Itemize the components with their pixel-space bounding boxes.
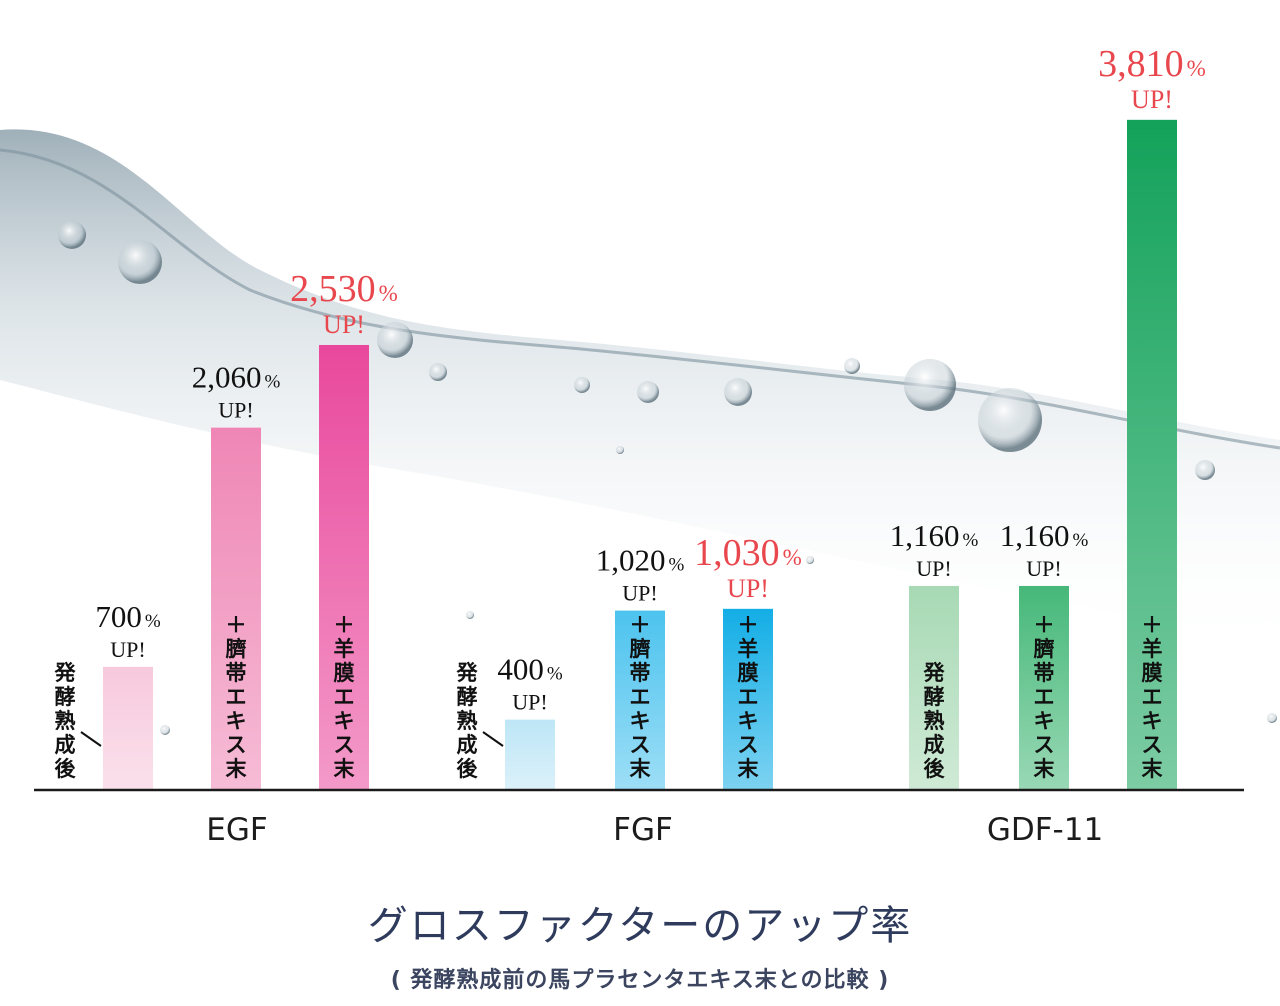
series-label: 発酵熟成後 xyxy=(456,661,479,781)
bar xyxy=(211,427,261,790)
bars-layer: 発酵熟成後 700 % UP! ＋臍帯エキス末 2,060 % UP! ＋羊膜エキス末 2,530… xyxy=(54,43,1206,791)
value-label: 1,160% xyxy=(890,518,979,553)
value-label: 1,020% xyxy=(596,543,685,578)
bar xyxy=(909,585,959,790)
value-label: 2,530% xyxy=(290,268,398,310)
value-label: 400% xyxy=(497,652,563,687)
up-label: UP! xyxy=(727,574,769,603)
chart-subtitle: ( 発酵熟成前の馬プラセンタエキス末との比較 ) xyxy=(390,968,890,993)
bar xyxy=(1019,585,1069,790)
label-leader-line xyxy=(80,731,102,747)
series-label: ＋臍帯エキス末 xyxy=(226,613,248,781)
series-label: ＋羊膜エキス末 xyxy=(334,613,356,781)
value-label: 1,030% xyxy=(694,532,802,574)
series-label: 発酵熟成後 xyxy=(923,661,946,781)
bubble-group xyxy=(58,221,1277,735)
up-label: UP! xyxy=(512,690,547,715)
category-label: FGF xyxy=(613,812,673,848)
bar xyxy=(1127,119,1177,791)
value-label: 3,810% xyxy=(1098,43,1206,85)
bar xyxy=(505,719,555,790)
up-label: UP! xyxy=(1026,556,1061,581)
series-label: ＋臍帯エキス末 xyxy=(1034,613,1056,781)
chart-title: グロスファクターのアップ率 xyxy=(367,903,913,949)
label-leader-line xyxy=(482,731,504,747)
bar xyxy=(615,610,665,790)
bar xyxy=(319,344,369,790)
bar xyxy=(103,666,153,790)
series-label: ＋羊膜エキス末 xyxy=(1142,613,1164,781)
up-label: UP! xyxy=(622,581,657,606)
value-label: 700% xyxy=(95,599,161,634)
up-label: UP! xyxy=(1131,85,1173,114)
up-label: UP! xyxy=(218,398,253,423)
bar xyxy=(723,608,773,790)
series-label: ＋臍帯エキス末 xyxy=(630,613,652,781)
up-label: UP! xyxy=(110,637,145,662)
value-label: 1,160% xyxy=(1000,518,1089,553)
category-label: EGF xyxy=(206,812,267,848)
up-label: UP! xyxy=(323,310,365,339)
value-label: 2,060% xyxy=(192,360,281,395)
up-label: UP! xyxy=(916,556,951,581)
series-label: 発酵熟成後 xyxy=(54,661,77,781)
category-label: GDF-11 xyxy=(987,812,1103,848)
series-label: ＋羊膜エキス末 xyxy=(738,613,760,781)
category-labels: EGF FGF GDF-11 xyxy=(206,812,1103,848)
